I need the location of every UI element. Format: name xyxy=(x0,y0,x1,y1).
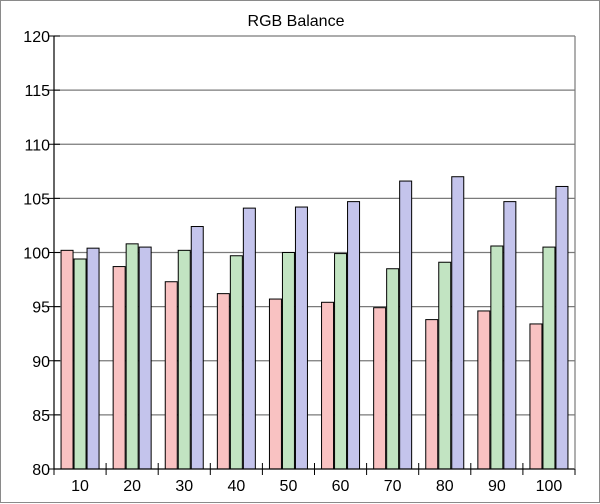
bar xyxy=(216,293,230,470)
bar xyxy=(542,246,556,470)
y-tick-label: 110 xyxy=(24,137,50,154)
bar xyxy=(190,226,204,470)
bar xyxy=(86,247,100,470)
y-tick-label: 100 xyxy=(23,246,50,263)
bar xyxy=(386,268,400,470)
bar xyxy=(451,176,465,470)
x-tick-label: 90 xyxy=(488,478,506,495)
bar xyxy=(60,249,74,470)
x-tick-label: 50 xyxy=(280,478,298,495)
axis-layer: 80 85 90 95 100 105 110 115 120 10 20 30 40 50 60 70 80 9… xyxy=(23,29,576,495)
bar xyxy=(268,298,282,470)
bar xyxy=(73,258,87,470)
y-tick-label: 105 xyxy=(23,191,50,208)
bar xyxy=(555,185,569,470)
chart-title: RGB Balance xyxy=(248,13,345,30)
x-tick-label: 60 xyxy=(332,478,350,495)
bar xyxy=(294,206,308,470)
bar-layer xyxy=(60,176,569,470)
bar xyxy=(425,319,439,470)
bar xyxy=(334,253,348,470)
bar xyxy=(229,255,243,470)
bar xyxy=(503,201,517,470)
bar xyxy=(321,301,335,470)
bar xyxy=(112,266,126,470)
bar xyxy=(529,323,543,470)
bar xyxy=(138,246,152,470)
x-tick-label: 30 xyxy=(175,478,193,495)
bar xyxy=(399,180,413,470)
y-tick-label: 85 xyxy=(32,408,50,425)
bar xyxy=(164,281,178,470)
y-tick-label: 115 xyxy=(24,83,50,100)
x-tick-label: 70 xyxy=(384,478,402,495)
bar xyxy=(125,243,139,470)
bar xyxy=(177,249,191,470)
bar xyxy=(477,310,491,470)
bar xyxy=(438,261,452,470)
y-tick-label: 95 xyxy=(32,300,50,317)
x-tick-label: 40 xyxy=(227,478,245,495)
y-tick-label: 120 xyxy=(23,29,50,46)
y-tick-label: 90 xyxy=(32,354,50,371)
bar xyxy=(347,201,361,470)
x-tick-label: 100 xyxy=(536,478,563,495)
y-tick-label: 80 xyxy=(32,462,50,479)
x-tick-label: 20 xyxy=(123,478,141,495)
bar xyxy=(490,245,504,470)
bar xyxy=(242,207,256,470)
bar xyxy=(281,252,295,470)
bar xyxy=(373,307,387,470)
x-tick-label: 80 xyxy=(436,478,454,495)
x-tick-label: 10 xyxy=(71,478,89,495)
